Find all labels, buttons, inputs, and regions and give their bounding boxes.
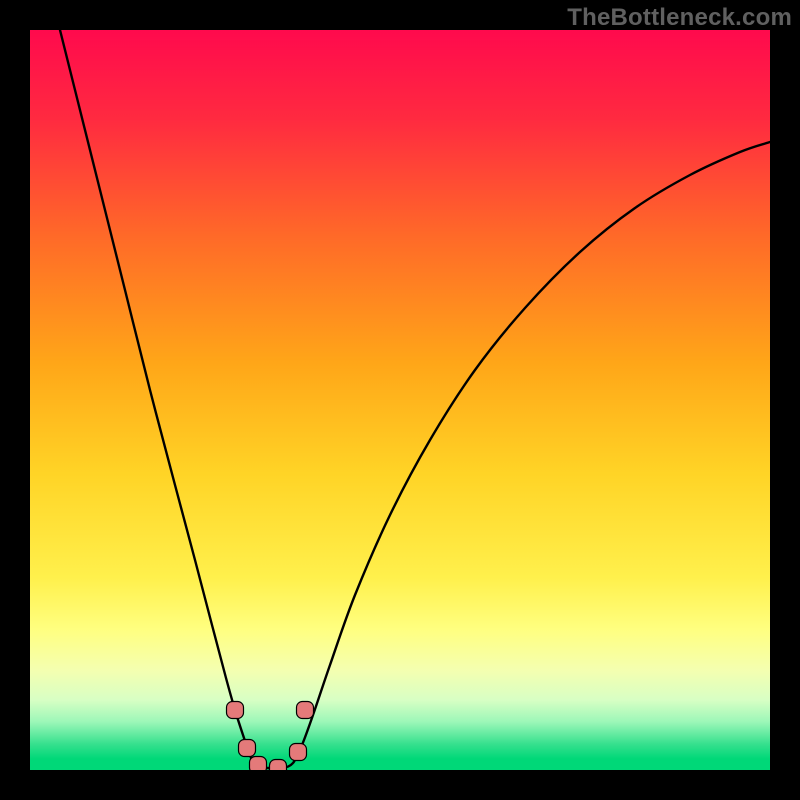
data-marker xyxy=(239,740,256,757)
plot-svg xyxy=(30,30,770,770)
data-marker xyxy=(270,760,287,771)
data-marker xyxy=(297,702,314,719)
data-marker xyxy=(250,757,267,771)
watermark-text: TheBottleneck.com xyxy=(567,4,792,32)
plot-area xyxy=(30,30,770,770)
data-marker xyxy=(290,744,307,761)
gradient-background xyxy=(30,30,770,770)
data-marker xyxy=(227,702,244,719)
chart-frame: TheBottleneck.com xyxy=(0,0,800,800)
